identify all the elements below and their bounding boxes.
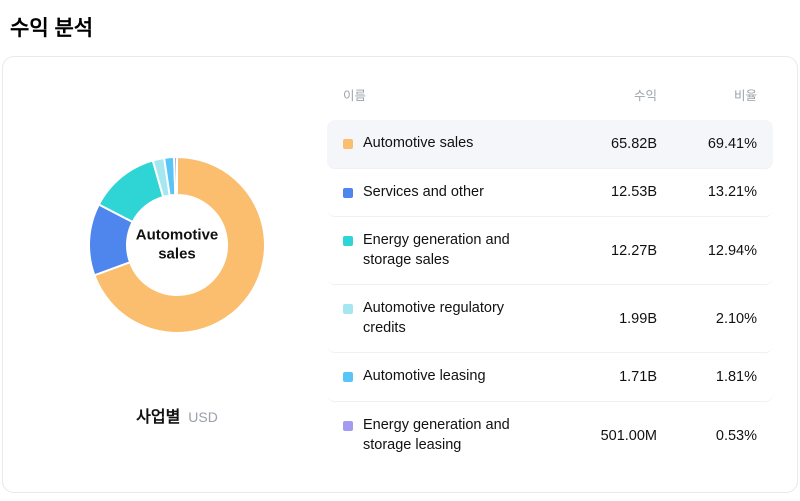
series-color-swatch: [343, 372, 353, 383]
series-color-swatch: [343, 139, 353, 149]
series-ratio: 13.21%: [707, 184, 757, 201]
series-revenue: 501.00M: [600, 427, 657, 444]
chart-category-label: 사업별: [136, 409, 181, 426]
series-ratio: 69.41%: [707, 135, 757, 152]
revenue-breakdown-card: Automotive sales 사업별 USD 이름 수익 비율 Automo…: [2, 56, 798, 493]
series-color-swatch: [343, 187, 353, 198]
table-row[interactable]: Energy generation and storage sales 12.2…: [327, 217, 773, 286]
table-row[interactable]: Automotive sales 65.82B 69.41%: [327, 120, 773, 169]
series-ratio: 2.10%: [715, 310, 757, 327]
pie-slice-0[interactable]: [93, 155, 266, 334]
chart-section: Automotive sales 사업별 USD: [27, 79, 327, 470]
series-name: Automotive regulatory credits: [363, 300, 505, 336]
table-row[interactable]: Energy generation and storage leasing 50…: [327, 402, 773, 469]
donut-chart-svg: [88, 155, 266, 334]
series-name: Services and other: [363, 183, 484, 200]
series-revenue: 1.71B: [619, 369, 657, 386]
series-color-swatch: [343, 420, 353, 431]
series-ratio: 1.81%: [715, 369, 757, 386]
table-rows: Automotive sales 65.82B 69.41% Services …: [327, 120, 773, 469]
donut-center-label: Automotive sales: [135, 226, 219, 262]
series-ratio: 0.53%: [715, 427, 757, 444]
series-name: Automotive leasing: [363, 368, 486, 385]
table-row[interactable]: Automotive leasing 1.71B 1.81%: [327, 353, 773, 402]
header-ratio: 비율: [733, 89, 757, 103]
series-ratio: 12.94%: [707, 242, 757, 259]
header-name: 이름: [343, 89, 367, 103]
series-revenue: 65.82B: [611, 135, 657, 152]
table-row[interactable]: Services and other 12.53B 13.21%: [327, 169, 773, 218]
header-revenue: 수익: [633, 89, 657, 103]
series-color-swatch: [343, 236, 353, 247]
breakdown-table: 이름 수익 비율 Automotive sales 65.82B 69.41% …: [327, 79, 773, 470]
series-color-swatch: [343, 304, 353, 315]
chart-caption: 사업별 USD: [136, 403, 218, 427]
series-revenue: 12.53B: [611, 184, 657, 201]
table-row[interactable]: Automotive regulatory credits 1.99B 2.10…: [327, 285, 773, 354]
page-title: 수익 분석: [10, 17, 94, 40]
series-name: Energy generation and storage sales: [363, 232, 510, 268]
series-name: Automotive sales: [363, 135, 474, 151]
chart-currency-label: USD: [188, 409, 218, 425]
series-name: Energy generation and storage leasing: [363, 416, 510, 453]
series-revenue: 1.99B: [619, 310, 657, 327]
donut-chart[interactable]: Automotive sales: [77, 145, 277, 345]
series-revenue: 12.27B: [611, 242, 657, 259]
pie-slice-5[interactable]: [173, 155, 178, 197]
table-header-row: 이름 수익 비율: [327, 79, 773, 120]
